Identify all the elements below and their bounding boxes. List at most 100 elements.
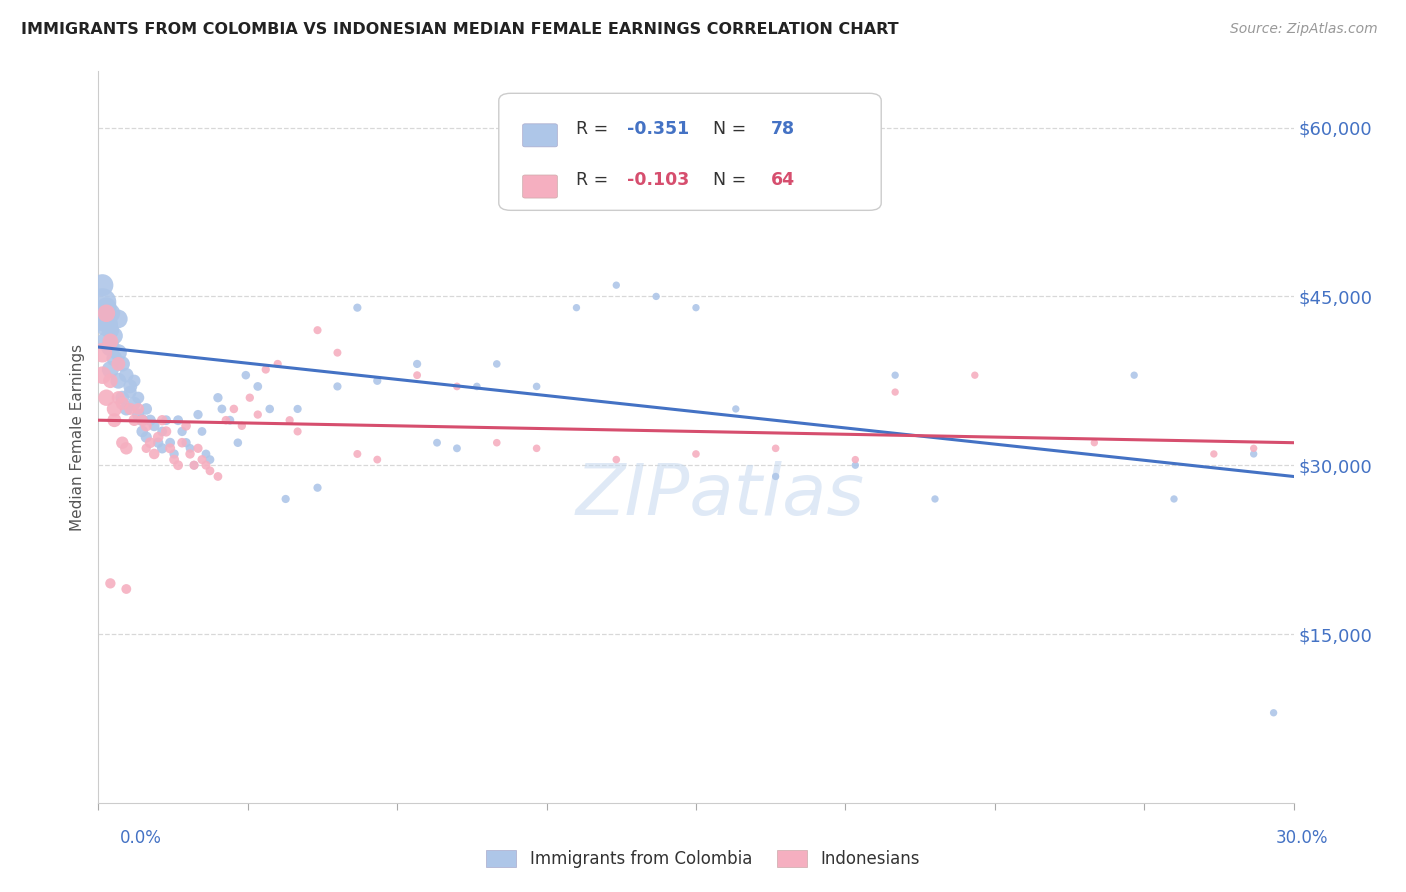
Point: [765, 442, 787, 456]
Point: [246, 379, 269, 393]
Point: [150, 425, 173, 439]
Point: [127, 391, 149, 405]
Point: [222, 401, 245, 416]
Point: [183, 458, 205, 473]
Point: [111, 357, 134, 371]
Point: [96, 318, 118, 332]
Point: [98, 576, 122, 591]
Point: [107, 357, 129, 371]
Point: [148, 430, 170, 444]
Point: [91, 295, 114, 310]
Point: [215, 413, 238, 427]
Point: [148, 435, 170, 450]
Point: [259, 401, 281, 416]
Point: [131, 413, 153, 427]
Point: [107, 391, 129, 405]
Point: [924, 491, 946, 506]
Point: [254, 362, 277, 376]
Point: [605, 278, 627, 293]
Point: [526, 379, 548, 393]
Point: [91, 278, 114, 293]
Point: [765, 469, 787, 483]
Text: R =: R =: [576, 120, 614, 138]
Point: [96, 334, 118, 349]
Point: [326, 379, 349, 393]
Point: [267, 357, 290, 371]
Point: [195, 458, 218, 473]
Point: [207, 391, 229, 405]
Point: [198, 452, 221, 467]
Point: [127, 408, 149, 422]
Text: 0.0%: 0.0%: [120, 829, 162, 847]
Point: [274, 491, 297, 506]
Point: [124, 413, 146, 427]
Point: [426, 435, 449, 450]
Point: [191, 452, 214, 467]
Point: [884, 368, 907, 383]
Point: [246, 408, 269, 422]
Text: N =: N =: [702, 171, 752, 189]
Point: [685, 447, 707, 461]
Text: 78: 78: [772, 120, 796, 138]
Point: [226, 435, 249, 450]
Point: [155, 425, 177, 439]
Point: [98, 334, 122, 349]
Text: R =: R =: [576, 171, 614, 189]
Point: [107, 374, 129, 388]
Point: [98, 374, 122, 388]
Point: [172, 435, 194, 450]
Point: [446, 379, 468, 393]
Point: [159, 442, 181, 456]
Point: [150, 413, 173, 427]
Point: [111, 435, 134, 450]
Point: [485, 435, 508, 450]
Point: [139, 435, 162, 450]
Point: [1083, 435, 1105, 450]
Point: [187, 442, 209, 456]
Point: [198, 464, 221, 478]
Point: [685, 301, 707, 315]
Point: [91, 368, 114, 383]
Point: [287, 401, 309, 416]
Point: [211, 401, 233, 416]
Point: [120, 379, 142, 393]
Point: [1163, 491, 1185, 506]
Point: [131, 413, 153, 427]
Point: [103, 328, 125, 343]
Point: [219, 413, 242, 427]
Point: [103, 401, 125, 416]
Point: [135, 430, 157, 444]
Point: [124, 396, 146, 410]
Point: [724, 401, 747, 416]
Point: [346, 447, 368, 461]
Point: [326, 345, 349, 359]
Point: [605, 452, 627, 467]
Point: [159, 435, 181, 450]
Point: [103, 413, 125, 427]
Point: [187, 408, 209, 422]
Point: [135, 442, 157, 456]
Text: 64: 64: [772, 171, 796, 189]
Point: [485, 357, 508, 371]
Point: [307, 323, 329, 337]
Point: [207, 469, 229, 483]
Point: [103, 351, 125, 366]
Point: [179, 447, 201, 461]
Point: [98, 306, 122, 320]
Point: [120, 401, 142, 416]
Point: [172, 425, 194, 439]
Point: [844, 452, 866, 467]
Point: [239, 391, 262, 405]
Text: -0.103: -0.103: [627, 171, 689, 189]
Point: [446, 442, 468, 456]
Point: [98, 340, 122, 354]
Point: [98, 362, 122, 376]
FancyBboxPatch shape: [499, 94, 882, 211]
Point: [143, 447, 166, 461]
Point: [139, 413, 162, 427]
Point: [115, 368, 138, 383]
Point: [107, 312, 129, 326]
Point: [143, 418, 166, 433]
Point: [179, 442, 201, 456]
Text: Source: ZipAtlas.com: Source: ZipAtlas.com: [1230, 22, 1378, 37]
